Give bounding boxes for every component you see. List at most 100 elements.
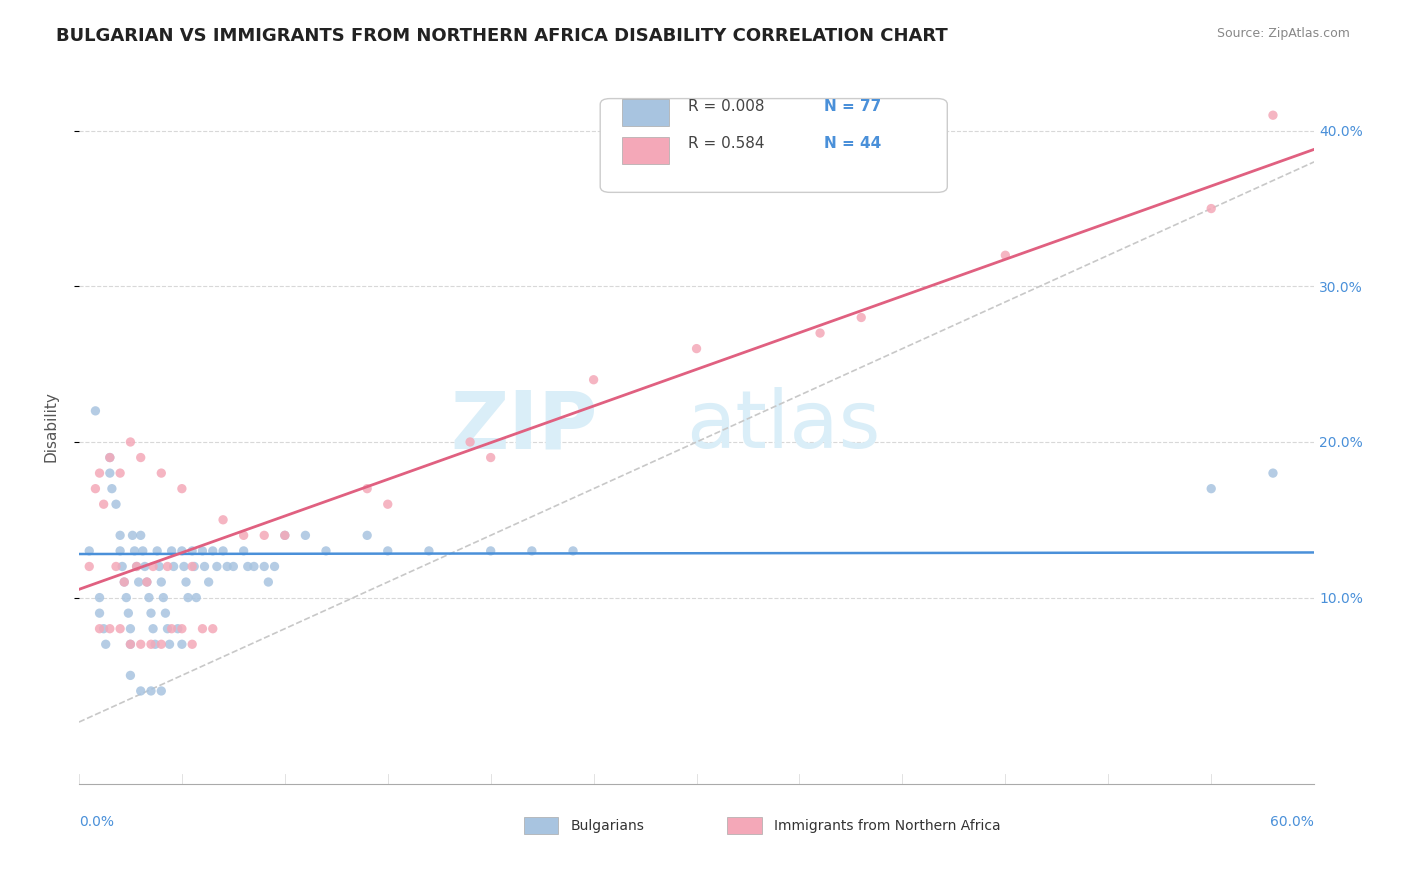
Point <box>197 574 219 589</box>
Y-axis label: Disability: Disability <box>44 391 58 462</box>
Point <box>191 622 214 636</box>
Bar <box>727 816 762 834</box>
Point <box>120 668 142 682</box>
Point <box>89 466 111 480</box>
Point <box>120 637 142 651</box>
Point <box>170 544 193 558</box>
Point <box>150 684 173 698</box>
Point <box>89 622 111 636</box>
Point <box>139 637 162 651</box>
Point <box>685 342 707 356</box>
Text: R = 0.584: R = 0.584 <box>688 136 765 151</box>
Point <box>232 544 254 558</box>
Point <box>84 404 107 418</box>
Point <box>135 574 157 589</box>
Point <box>143 637 166 651</box>
Point <box>181 559 204 574</box>
Point <box>142 559 165 574</box>
Point <box>98 466 121 480</box>
Bar <box>523 816 558 834</box>
Point <box>160 544 183 558</box>
Point <box>274 528 297 542</box>
Point <box>253 559 276 574</box>
Point <box>105 559 128 574</box>
Point <box>125 559 148 574</box>
Point <box>112 574 135 589</box>
Bar <box>623 136 669 164</box>
Point <box>1199 482 1222 496</box>
Point <box>93 497 115 511</box>
Point <box>128 574 150 589</box>
Point <box>191 544 214 558</box>
Point <box>994 248 1017 262</box>
Point <box>236 559 259 574</box>
Point <box>232 528 254 542</box>
Point <box>129 684 152 698</box>
Point <box>170 482 193 496</box>
Point <box>186 591 208 605</box>
Point <box>105 497 128 511</box>
Text: BULGARIAN VS IMMIGRANTS FROM NORTHERN AFRICA DISABILITY CORRELATION CHART: BULGARIAN VS IMMIGRANTS FROM NORTHERN AF… <box>56 27 948 45</box>
Point <box>851 310 873 325</box>
Point <box>582 373 605 387</box>
Point <box>129 450 152 465</box>
Point <box>166 622 188 636</box>
Point <box>243 559 266 574</box>
Point <box>163 559 186 574</box>
Point <box>112 574 135 589</box>
Point <box>120 637 142 651</box>
Point <box>156 559 179 574</box>
Point <box>150 574 173 589</box>
Point <box>98 450 121 465</box>
Point <box>170 637 193 651</box>
Point <box>120 434 142 449</box>
Point <box>89 606 111 620</box>
Point <box>117 606 139 620</box>
Point <box>201 544 224 558</box>
Point <box>173 559 195 574</box>
Point <box>160 622 183 636</box>
Text: ZIP: ZIP <box>450 387 598 466</box>
Point <box>315 544 337 558</box>
Point <box>181 544 204 558</box>
Point <box>377 497 399 511</box>
Point <box>201 622 224 636</box>
Point <box>155 606 177 620</box>
Point <box>183 559 205 574</box>
Point <box>77 544 100 558</box>
Point <box>1261 466 1284 480</box>
Point <box>139 684 162 698</box>
Point <box>121 528 143 542</box>
Text: Bulgarians: Bulgarians <box>571 819 644 833</box>
Point <box>1261 108 1284 122</box>
Point <box>93 622 115 636</box>
Point <box>138 591 160 605</box>
Text: atlas: atlas <box>686 387 880 466</box>
Point <box>129 528 152 542</box>
Point <box>94 637 117 651</box>
Point <box>98 450 121 465</box>
Text: N = 77: N = 77 <box>824 99 882 114</box>
Point <box>170 622 193 636</box>
FancyBboxPatch shape <box>600 99 948 193</box>
Point <box>124 544 146 558</box>
Point <box>120 622 142 636</box>
Point <box>377 544 399 558</box>
Point <box>193 559 215 574</box>
Point <box>77 559 100 574</box>
Point <box>142 622 165 636</box>
Text: R = 0.008: R = 0.008 <box>688 99 765 114</box>
Point <box>108 622 131 636</box>
Point <box>148 559 170 574</box>
Point <box>479 544 502 558</box>
Point <box>134 559 156 574</box>
Text: 0.0%: 0.0% <box>79 815 114 829</box>
Point <box>150 637 173 651</box>
Text: Source: ZipAtlas.com: Source: ZipAtlas.com <box>1216 27 1350 40</box>
Point <box>98 622 121 636</box>
Point <box>132 544 155 558</box>
Point <box>108 544 131 558</box>
Point <box>89 591 111 605</box>
Point <box>253 528 276 542</box>
Point <box>222 559 245 574</box>
